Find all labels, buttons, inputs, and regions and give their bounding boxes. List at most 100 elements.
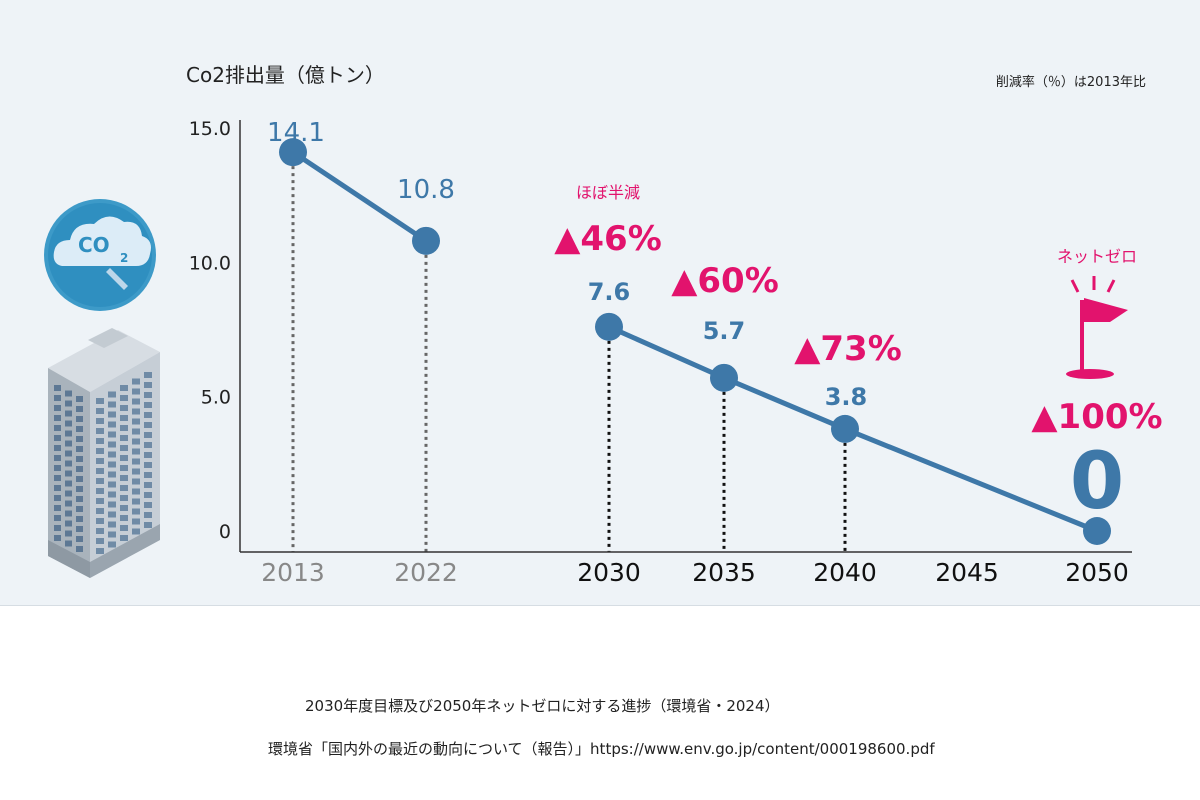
building-window: [108, 501, 116, 508]
building-window: [76, 496, 83, 502]
building-window: [54, 405, 61, 411]
building-window: [96, 548, 104, 554]
building-window: [132, 428, 140, 435]
building-window: [54, 495, 61, 501]
building-window: [108, 411, 116, 418]
building-window: [76, 476, 83, 482]
building-window: [76, 426, 83, 432]
building-window: [76, 406, 83, 412]
co2-cloud-icon: CO 2: [44, 199, 156, 311]
building-window: [65, 510, 72, 517]
x-tick-label: 2050: [1065, 558, 1129, 587]
building-window: [96, 438, 104, 444]
building-window: [96, 498, 104, 504]
building-window: [96, 418, 104, 424]
building-window: [144, 472, 152, 478]
building-window: [120, 535, 128, 541]
building-window: [108, 431, 116, 438]
y-tick-label: 0: [219, 521, 231, 543]
building-window: [120, 475, 128, 481]
data-label: 3.8: [825, 383, 868, 411]
building-window: [144, 432, 152, 438]
data-point: [710, 363, 738, 392]
building-window: [132, 468, 140, 475]
building-window: [108, 441, 116, 448]
building-window: [108, 491, 116, 498]
building-window: [144, 492, 152, 498]
building-window: [96, 448, 104, 454]
building-window: [120, 455, 128, 461]
building-window: [76, 536, 83, 542]
building-window: [96, 518, 104, 524]
building-window: [120, 415, 128, 421]
building-window: [144, 502, 152, 508]
building-window: [76, 396, 83, 402]
building-window: [144, 482, 152, 488]
building-window: [54, 465, 61, 471]
building-window: [132, 488, 140, 495]
chart-panel: CO 2 0 5.0 10.0 15.0 2013 2022 2030 2035 2040 204…: [0, 0, 1200, 606]
building-window: [96, 508, 104, 514]
svg-text:2: 2: [120, 251, 128, 265]
building-window: [120, 385, 128, 391]
building-window: [120, 445, 128, 451]
x-tick-label: 2040: [813, 558, 877, 587]
data-label: 5.7: [703, 317, 746, 345]
building-window: [132, 508, 140, 515]
building-window: [144, 422, 152, 428]
building-window: [65, 490, 72, 497]
x-tick-label: 2022: [394, 558, 458, 587]
building-window: [76, 466, 83, 472]
building-window: [108, 391, 116, 398]
reduction-label: ▲100%: [1031, 397, 1162, 437]
building-window: [76, 526, 83, 532]
building-window: [76, 516, 83, 522]
chart-title: Co2排出量（億トン）: [186, 63, 385, 87]
data-label: 14.1: [267, 118, 325, 148]
building-window: [96, 468, 104, 474]
building-window: [54, 415, 61, 421]
building-window: [108, 511, 116, 518]
building-window: [144, 392, 152, 398]
building-window: [96, 478, 104, 484]
building-window: [144, 452, 152, 458]
building-window: [132, 388, 140, 395]
building-window: [144, 462, 152, 468]
building-window: [65, 520, 72, 527]
building-window: [54, 425, 61, 431]
data-point: [279, 138, 307, 167]
building-window: [65, 500, 72, 507]
reduction-label: ▲46%: [554, 219, 662, 259]
building-window: [120, 515, 128, 521]
x-tick-label: 2013: [261, 558, 325, 587]
building-window: [108, 481, 116, 488]
building-window: [96, 428, 104, 434]
building-window: [132, 378, 140, 385]
building-window: [132, 448, 140, 455]
building-window: [120, 425, 128, 431]
building-window: [108, 471, 116, 478]
building-window: [65, 480, 72, 487]
building-window: [54, 395, 61, 401]
building-window: [120, 405, 128, 411]
data-point: [1083, 517, 1111, 545]
building-window: [132, 518, 140, 525]
data-label: 7.6: [588, 278, 631, 306]
building-window: [54, 505, 61, 511]
building-window: [65, 460, 72, 467]
reduction-note: ネットゼロ: [1057, 247, 1137, 266]
building-window: [132, 498, 140, 505]
building-window: [54, 445, 61, 451]
building-window: [65, 530, 72, 537]
building-window: [76, 506, 83, 512]
building-window: [54, 475, 61, 481]
building-window: [96, 538, 104, 544]
data-label: 0: [1070, 437, 1124, 527]
building-window: [65, 400, 72, 407]
building-window: [76, 416, 83, 422]
data-label: 10.8: [397, 175, 455, 205]
building-window: [108, 421, 116, 428]
building-window: [65, 440, 72, 447]
building-window: [96, 528, 104, 534]
x-tick-label: 2045: [935, 558, 999, 587]
